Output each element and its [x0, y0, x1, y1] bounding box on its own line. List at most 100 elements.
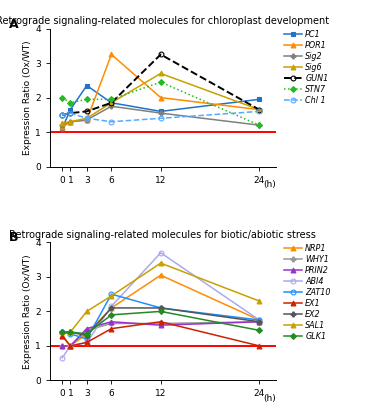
GLK1	[68, 330, 73, 335]
ABI4	[68, 344, 73, 348]
WHY1	[109, 321, 114, 326]
STN7	[60, 95, 64, 100]
PC1	[257, 97, 262, 102]
Line: NRP1: NRP1	[60, 273, 262, 348]
Text: B: B	[9, 231, 19, 245]
Line: Sig2: Sig2	[60, 104, 262, 128]
SAL1	[109, 293, 114, 298]
GUN1	[60, 112, 64, 117]
ZAT10	[85, 337, 89, 342]
WHY1	[60, 344, 64, 348]
Line: Chl 1: Chl 1	[60, 109, 262, 124]
NRP1	[109, 306, 114, 310]
Legend: PC1, POR1, Sig2, Sig6, GUN1, STN7, Chl 1: PC1, POR1, Sig2, Sig6, GUN1, STN7, Chl 1	[284, 30, 329, 105]
POR1	[159, 95, 163, 100]
NRP1	[257, 317, 262, 322]
Sig6	[257, 107, 262, 112]
PC1	[60, 126, 64, 131]
Line: WHY1: WHY1	[60, 319, 262, 348]
Line: EX1: EX1	[60, 319, 262, 348]
Line: SAL1: SAL1	[60, 261, 262, 335]
Y-axis label: Expression Ratio (Ox/WT): Expression Ratio (Ox/WT)	[23, 40, 32, 155]
EX2	[109, 306, 114, 310]
ABI4	[257, 317, 262, 322]
Sig2	[109, 104, 114, 109]
SAL1	[85, 309, 89, 314]
STN7	[159, 80, 163, 85]
EX2	[85, 333, 89, 338]
GLK1	[60, 330, 64, 335]
Sig2	[159, 111, 163, 116]
Sig6	[85, 116, 89, 121]
Line: PRIN2: PRIN2	[60, 319, 262, 348]
ABI4	[60, 355, 64, 360]
EX1	[159, 319, 163, 324]
Sig6	[159, 71, 163, 76]
ABI4	[159, 250, 163, 255]
ZAT10	[257, 317, 262, 322]
Text: (h): (h)	[264, 180, 276, 189]
GLK1	[257, 328, 262, 333]
POR1	[109, 52, 114, 57]
SAL1	[257, 299, 262, 303]
Sig6	[60, 121, 64, 126]
EX1	[85, 340, 89, 345]
GUN1	[159, 52, 163, 57]
EX2	[68, 330, 73, 335]
NRP1	[60, 333, 64, 338]
EX1	[109, 326, 114, 331]
Sig6	[68, 119, 73, 124]
NRP1	[159, 273, 163, 278]
Chl 1	[60, 112, 64, 117]
POR1	[60, 124, 64, 129]
ZAT10	[159, 306, 163, 310]
Line: GLK1: GLK1	[60, 309, 262, 336]
ABI4	[109, 304, 114, 309]
Line: PC1: PC1	[60, 83, 262, 131]
Text: A: A	[9, 18, 19, 31]
EX2	[159, 306, 163, 310]
POR1	[68, 119, 73, 124]
Line: ABI4: ABI4	[60, 250, 262, 360]
STN7	[109, 97, 114, 102]
Chl 1	[68, 111, 73, 116]
Chl 1	[85, 116, 89, 121]
Line: Sig6: Sig6	[60, 71, 262, 126]
PRIN2	[60, 344, 64, 348]
PC1	[85, 83, 89, 88]
STN7	[257, 123, 262, 128]
EX2	[60, 330, 64, 335]
GLK1	[159, 309, 163, 314]
EX1	[257, 344, 262, 348]
PRIN2	[109, 319, 114, 324]
Chl 1	[159, 116, 163, 121]
Sig2	[257, 123, 262, 128]
EX1	[68, 344, 73, 348]
Sig2	[68, 119, 73, 124]
Text: (h): (h)	[264, 394, 276, 403]
WHY1	[159, 321, 163, 326]
NRP1	[68, 344, 73, 348]
SAL1	[68, 330, 73, 335]
PRIN2	[257, 319, 262, 324]
Chl 1	[257, 109, 262, 114]
PC1	[109, 100, 114, 105]
PRIN2	[159, 323, 163, 328]
Title: Retrograde signaling-related molecules for chloroplast development: Retrograde signaling-related molecules f…	[0, 16, 329, 27]
STN7	[85, 97, 89, 102]
WHY1	[85, 328, 89, 333]
Sig2	[60, 123, 64, 128]
Sig6	[109, 100, 114, 105]
GUN1	[109, 100, 114, 105]
Line: EX2: EX2	[60, 306, 262, 338]
EX2	[257, 319, 262, 324]
ZAT10	[109, 292, 114, 297]
GLK1	[109, 312, 114, 317]
NRP1	[85, 331, 89, 336]
WHY1	[257, 319, 262, 324]
Line: ZAT10: ZAT10	[60, 292, 262, 342]
SAL1	[60, 330, 64, 335]
Y-axis label: Expression Ratio (Ox/WT): Expression Ratio (Ox/WT)	[23, 254, 32, 369]
SAL1	[159, 261, 163, 265]
POR1	[257, 107, 262, 112]
